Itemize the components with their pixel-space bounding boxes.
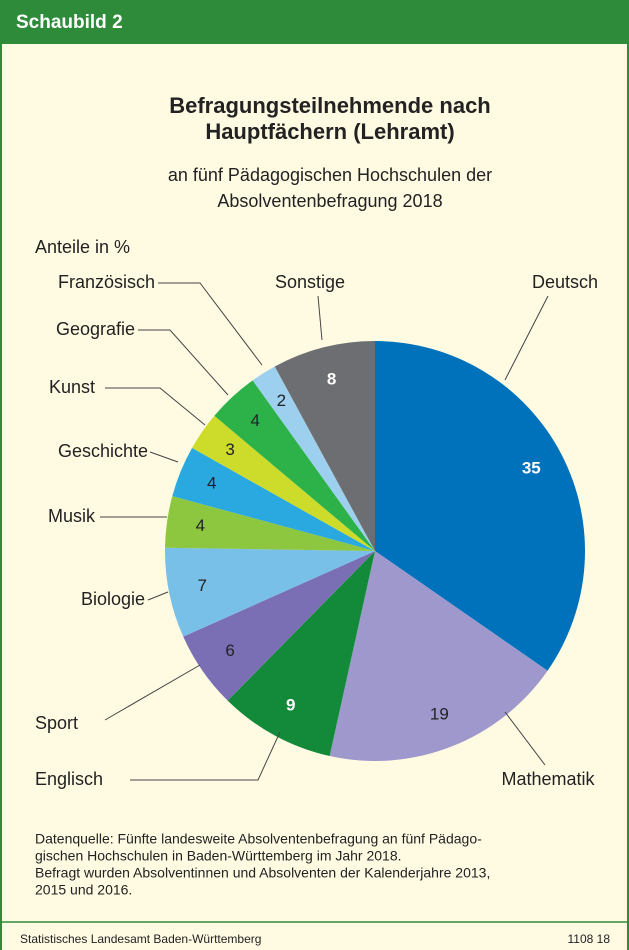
- pie-slice: [227, 551, 375, 757]
- leader-line: [317, 295, 323, 341]
- value-label: 4: [250, 411, 259, 430]
- leader-line: [504, 295, 549, 381]
- value-label: 8: [327, 370, 336, 389]
- leader-line: [149, 451, 179, 463]
- leader-line: [105, 387, 206, 426]
- category-label: Sport: [35, 713, 78, 733]
- value-label: 2: [277, 391, 286, 410]
- value-label: 19: [430, 705, 449, 724]
- category-label: Mathematik: [501, 769, 595, 789]
- value-label: 7: [197, 576, 206, 595]
- category-label: Englisch: [35, 769, 103, 789]
- leader-line: [130, 731, 281, 781]
- value-label: 6: [225, 641, 234, 660]
- unit-note: Anteile in %: [35, 237, 130, 257]
- pie-slice: [274, 341, 375, 551]
- chart-subtitle: an fünf Pädagogischen Hochschulen der Abs…: [168, 165, 492, 211]
- value-label: 4: [196, 516, 205, 535]
- category-label: Französisch: [58, 272, 155, 292]
- pie-slice: [329, 551, 548, 761]
- category-label: Biologie: [81, 589, 145, 609]
- category-label: Geografie: [56, 319, 135, 339]
- leader-line: [104, 664, 201, 721]
- leader-line: [147, 591, 169, 601]
- value-label: 3: [225, 440, 234, 459]
- pie-slice: [172, 447, 375, 551]
- pie-slice: [252, 366, 375, 551]
- chart-title: Befragungsteilnehmende nach Hauptfächern …: [169, 93, 491, 144]
- source-note: gischen Hochschulen in Baden-Württemberg…: [35, 848, 402, 864]
- pie-slice: [183, 551, 375, 701]
- source-note: Datenquelle: Fünfte landesweite Absolven…: [35, 831, 482, 847]
- leader-line: [158, 282, 263, 366]
- category-label: Kunst: [49, 377, 95, 397]
- pie-slice: [165, 496, 375, 551]
- category-label: Musik: [48, 506, 96, 526]
- leader-line: [138, 329, 229, 396]
- source-note: 2015 und 2016.: [35, 882, 132, 898]
- category-label: Sonstige: [275, 272, 345, 292]
- source-note: Befragt wurden Absolventinnen und Absolv…: [35, 865, 490, 881]
- pie-slice: [164, 547, 375, 637]
- category-label: Geschichte: [58, 441, 148, 461]
- header: Schaubild 2: [16, 12, 123, 33]
- category-label: Deutsch: [532, 272, 598, 292]
- header-bar: [0, 0, 629, 44]
- code: 1108 18: [568, 932, 611, 946]
- value-label: 4: [207, 474, 216, 493]
- value-label: 35: [522, 459, 541, 478]
- pie-slice: [375, 341, 586, 671]
- leader-line: [504, 711, 546, 766]
- pie-slice: [214, 380, 375, 551]
- publisher: Statistisches Landesamt Baden-Württember…: [20, 932, 261, 946]
- pie-slice: [192, 415, 375, 551]
- value-label: 9: [286, 695, 295, 714]
